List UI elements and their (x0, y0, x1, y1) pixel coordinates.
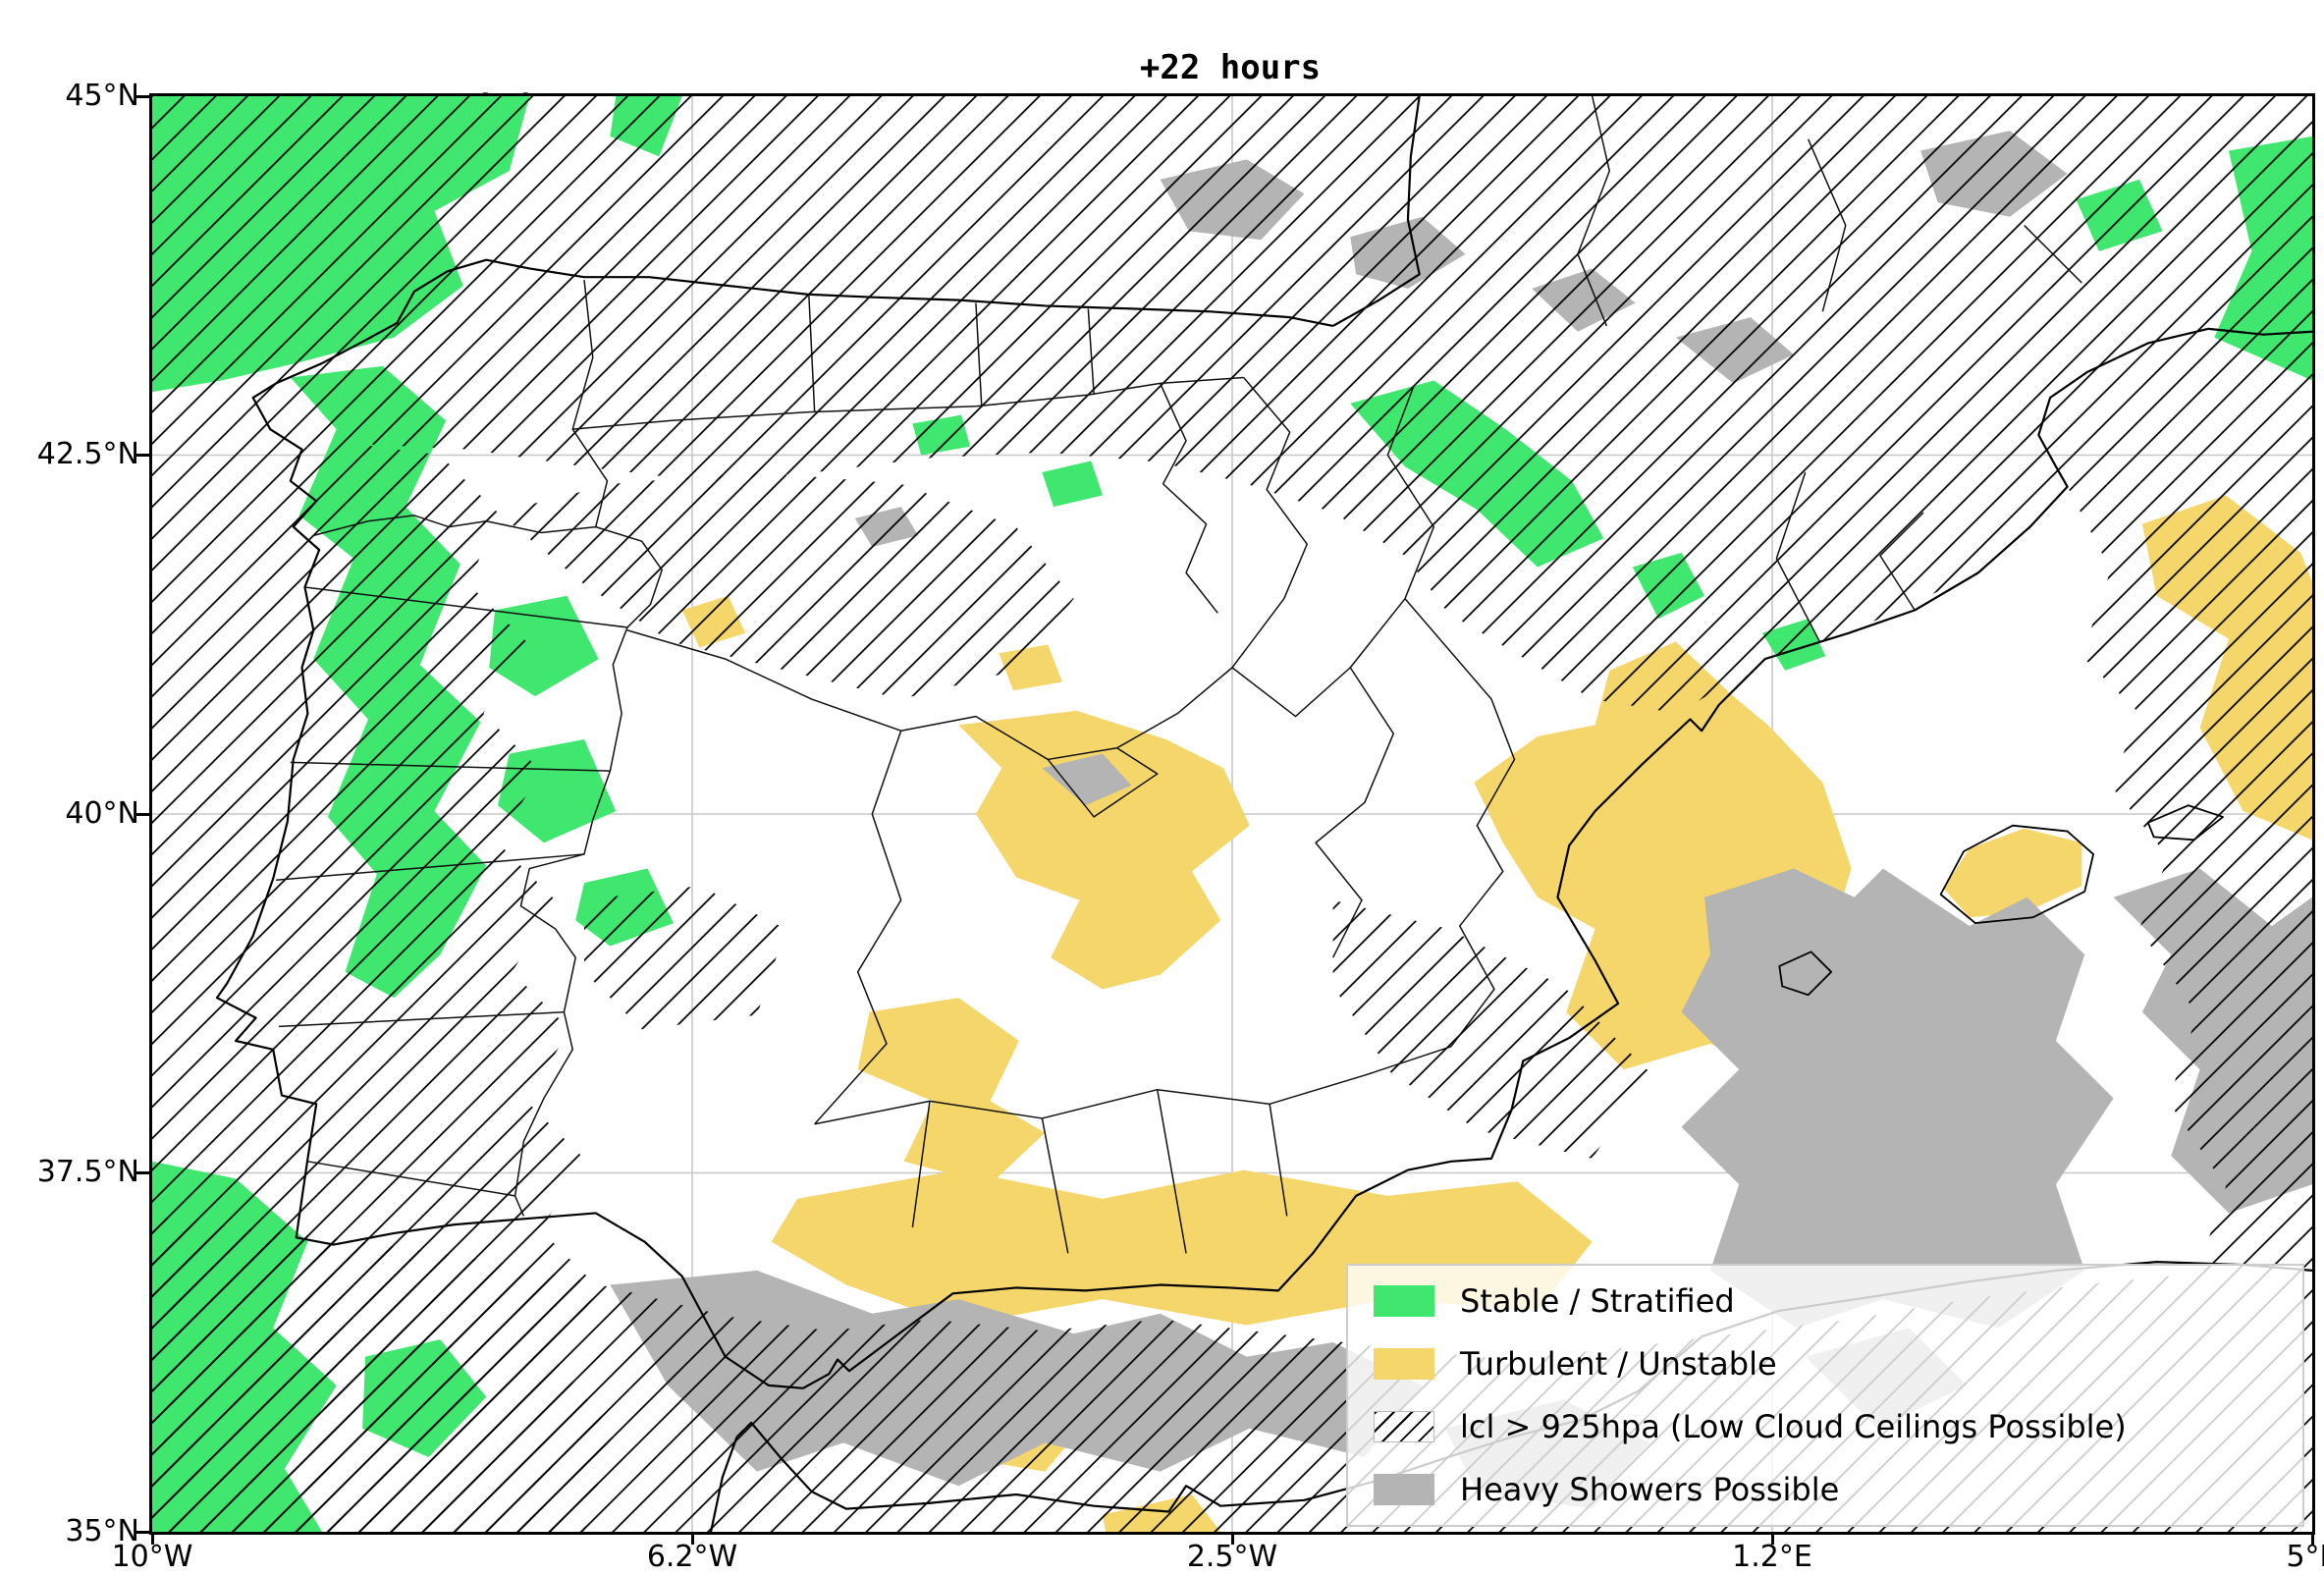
region-border (976, 303, 982, 407)
region-border (572, 378, 1243, 430)
region-border (1244, 378, 1308, 599)
hatch-region (152, 96, 2312, 714)
region-border (1232, 599, 1405, 717)
x-tick-2-5w: 2.5°W (1186, 1540, 1278, 1574)
y-tick-45n: 45°N (65, 79, 139, 113)
turbulent-region (958, 710, 1250, 990)
x-tick-5e: 5°E (2286, 1540, 2324, 1574)
lcl-hatch-layer (152, 96, 2312, 1532)
region-border (1316, 668, 1393, 957)
legend-label: Heavy Showers Possible (1460, 1471, 1840, 1508)
showers-region (1042, 753, 1132, 806)
region-border (815, 731, 901, 1124)
x-axis-tick (151, 1532, 154, 1545)
showers-region (1681, 868, 2114, 1329)
hatch-region (2067, 472, 2312, 1274)
legend-label: Turbulent / Unstable (1460, 1345, 1777, 1383)
portugal-spain-border (313, 516, 662, 1216)
y-axis-tick (136, 95, 149, 98)
legend-item-stable: Stable / Stratified (1374, 1283, 2277, 1319)
y-axis-tick (136, 454, 149, 457)
region-border (1765, 472, 1820, 659)
region-border (1088, 308, 1094, 395)
borders-layer (276, 96, 2081, 1253)
hatch-region (498, 472, 1074, 700)
region-border (1048, 748, 1157, 817)
y-tick-37-5n: 37.5°N (36, 1155, 139, 1189)
iberia-france-coastline (217, 96, 2312, 1388)
map-legend: Stable / Stratified Turbulent / Unstable… (1346, 1264, 2304, 1527)
y-tick-42-5n: 42.5°N (36, 437, 139, 471)
legend-item-lcl: lcl > 925hpa (Low Cloud Ceilings Possibl… (1374, 1409, 2277, 1444)
y-axis-tick (136, 1171, 149, 1174)
region-border (1578, 96, 2081, 326)
stable-region (1042, 461, 1103, 508)
y-tick-40n: 40°N (65, 796, 139, 831)
x-axis-tick (2311, 1532, 2314, 1545)
map-svg (152, 96, 2312, 1532)
y-axis-tick (136, 1531, 149, 1534)
x-axis-tick (1771, 1532, 1774, 1545)
region-border (1161, 383, 1218, 613)
mallorca-island (1941, 826, 2093, 923)
region-border (1880, 513, 1923, 610)
menorca-island (2148, 805, 2223, 840)
region-border (912, 1090, 1286, 1254)
showers-swatch (1374, 1474, 1434, 1505)
region-border (276, 587, 627, 1196)
legend-label: Stable / Stratified (1460, 1282, 1735, 1320)
y-axis-tick (136, 813, 149, 816)
region-border (627, 599, 1284, 760)
stable-swatch (1374, 1285, 1434, 1317)
x-axis-tick (1231, 1532, 1234, 1545)
turbulent-region (857, 998, 1046, 1185)
ibiza-island (1779, 951, 1831, 995)
legend-label: lcl > 925hpa (Low Cloud Ceilings Possibl… (1460, 1408, 2127, 1445)
hatch-swatch (1374, 1411, 1434, 1442)
x-tick-10w: 10°W (111, 1540, 193, 1574)
x-axis-tick (691, 1532, 694, 1545)
legend-item-showers: Heavy Showers Possible (1374, 1472, 2277, 1507)
y-tick-35n: 35°N (65, 1514, 139, 1548)
hatch-region (584, 886, 786, 1030)
region-border (1387, 386, 1433, 598)
region-border (809, 295, 815, 412)
hatch-region (1332, 899, 1650, 1159)
lead-time-label: +22 hours (1139, 48, 1322, 87)
region-border (1405, 599, 1514, 1047)
x-tick-6-2w: 6.2°W (646, 1540, 738, 1574)
legend-item-turbulent: Turbulent / Unstable (1374, 1346, 2277, 1382)
turbulent-swatch (1374, 1348, 1434, 1380)
x-tick-1-2e: 1.2°E (1732, 1540, 1812, 1574)
turbulent-region (1943, 828, 2082, 918)
